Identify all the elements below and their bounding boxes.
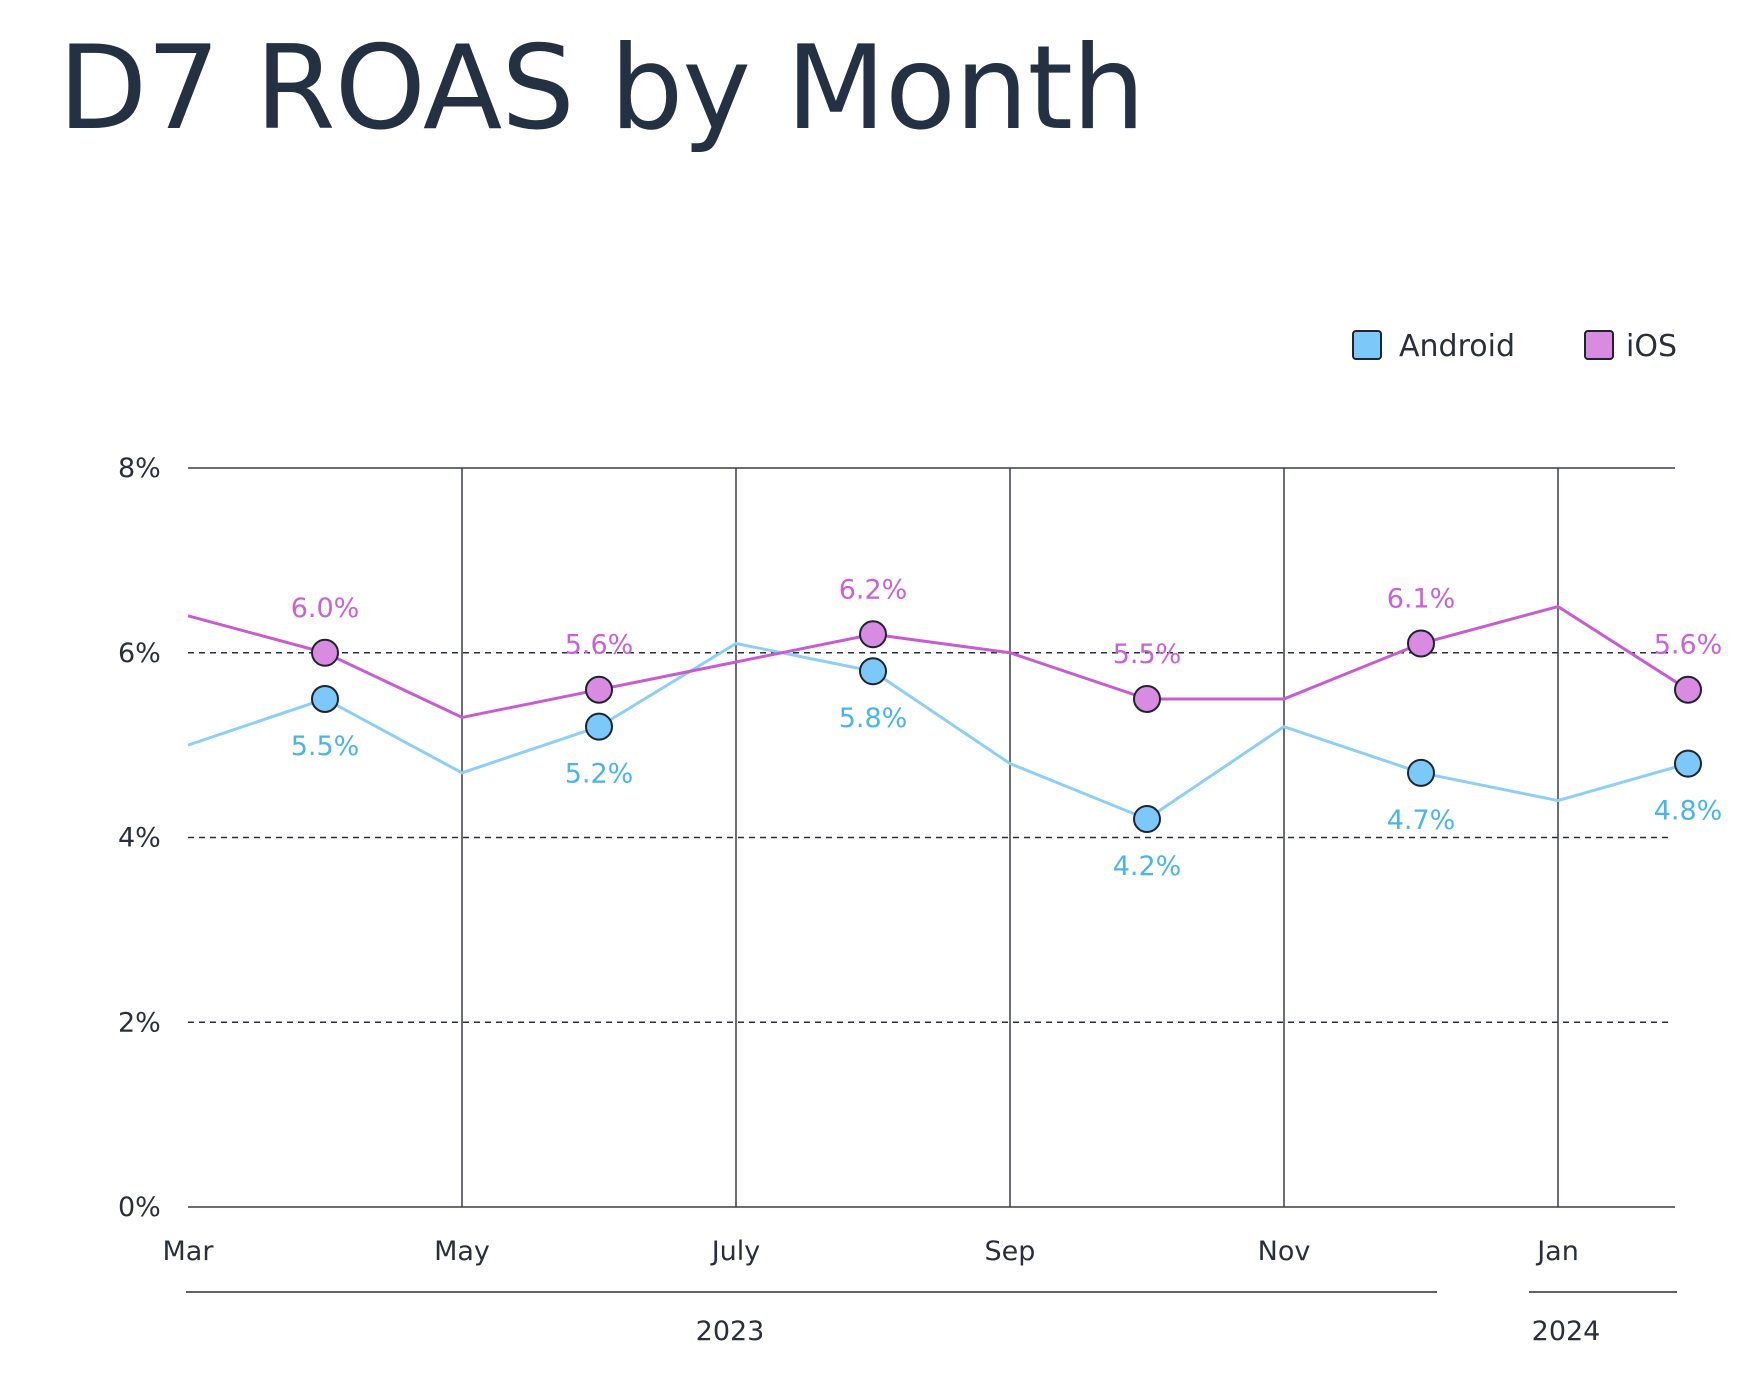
legend-swatch-ios xyxy=(1584,330,1614,360)
data-point-ios xyxy=(311,638,339,667)
data-label-android: 4.8% xyxy=(1654,796,1723,827)
data-point-ios xyxy=(859,620,887,649)
legend-swatch-android xyxy=(1352,330,1382,360)
data-point-ios xyxy=(1407,629,1435,658)
series-line-android xyxy=(187,642,1689,821)
y-tick-label: 6% xyxy=(118,638,161,669)
data-point-android xyxy=(1674,749,1702,778)
x-tick-label: Mar xyxy=(163,1236,215,1267)
data-point-ios xyxy=(1674,675,1702,704)
data-label-ios: 5.5% xyxy=(1113,639,1182,670)
data-point-android xyxy=(311,684,339,713)
y-tick-label: 4% xyxy=(118,823,161,854)
data-label-ios: 6.1% xyxy=(1387,584,1456,615)
data-label-ios: 5.6% xyxy=(565,630,634,661)
data-label-android: 4.7% xyxy=(1387,805,1456,836)
legend-label-android: Android xyxy=(1399,329,1515,364)
data-label-android: 4.2% xyxy=(1113,851,1182,882)
data-label-ios: 6.0% xyxy=(291,593,360,624)
data-point-android xyxy=(1133,805,1161,834)
data-label-android: 5.5% xyxy=(291,731,360,762)
year-label: 2024 xyxy=(1532,1316,1601,1347)
x-tick-label: May xyxy=(434,1236,490,1267)
y-tick-label: 0% xyxy=(118,1192,161,1223)
x-tick-label: Jan xyxy=(1535,1236,1579,1267)
data-point-android xyxy=(585,712,613,741)
data-point-android xyxy=(1407,758,1435,787)
data-label-ios: 6.2% xyxy=(839,574,908,605)
data-label-android: 5.8% xyxy=(839,703,908,734)
data-point-ios xyxy=(585,675,613,704)
series-line-ios xyxy=(187,605,1689,719)
y-tick-label: 2% xyxy=(118,1007,161,1038)
data-label-android: 5.2% xyxy=(565,759,634,790)
x-tick-label: Sep xyxy=(985,1236,1036,1267)
chart-title: D7 ROAS by Month xyxy=(58,21,1145,156)
y-tick-label: 8% xyxy=(118,453,161,484)
legend-label-ios: iOS xyxy=(1626,329,1677,364)
x-tick-label: Nov xyxy=(1258,1236,1311,1267)
x-tick-label: July xyxy=(710,1236,761,1267)
year-label: 2023 xyxy=(696,1316,765,1347)
data-point-ios xyxy=(1133,684,1161,713)
data-label-ios: 5.6% xyxy=(1654,630,1723,661)
data-point-android xyxy=(859,657,887,686)
